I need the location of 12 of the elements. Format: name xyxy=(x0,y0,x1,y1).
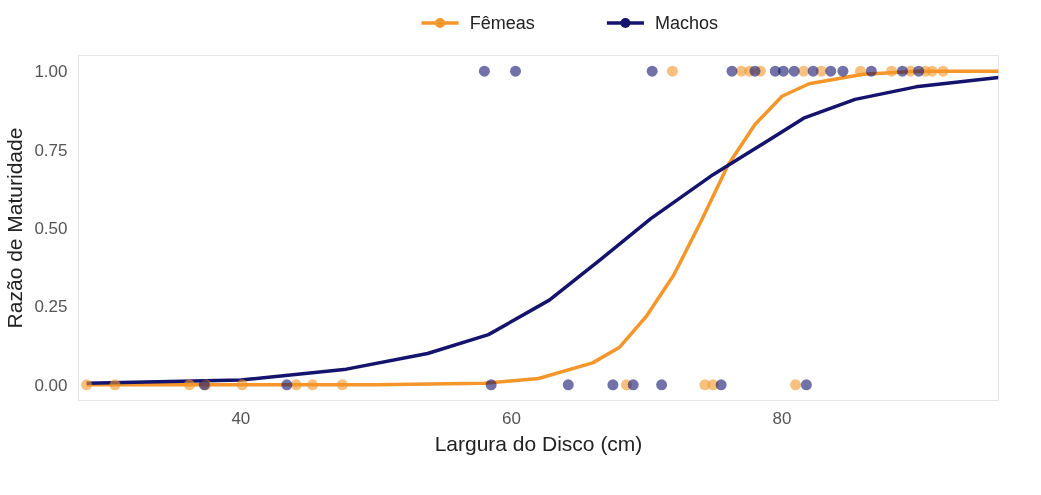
y-tick-label: 0.25 xyxy=(34,297,68,317)
x-tick-label: 80 xyxy=(772,408,792,428)
legend-label: Machos xyxy=(655,13,719,33)
x-tick-label: 60 xyxy=(501,408,521,428)
legend-label: Fêmeas xyxy=(469,13,535,33)
x-axis-title: Largura do Disco (cm) xyxy=(434,431,643,455)
y-tick-label: 0.50 xyxy=(34,219,68,238)
x-tick-label: 40 xyxy=(231,408,251,428)
y-tick-label: 1.00 xyxy=(34,62,68,82)
y-tick-label: 0.75 xyxy=(34,140,68,160)
y-axis-title: Razão de Maturidade xyxy=(3,127,27,329)
y-tick-label: 0.00 xyxy=(34,375,68,395)
